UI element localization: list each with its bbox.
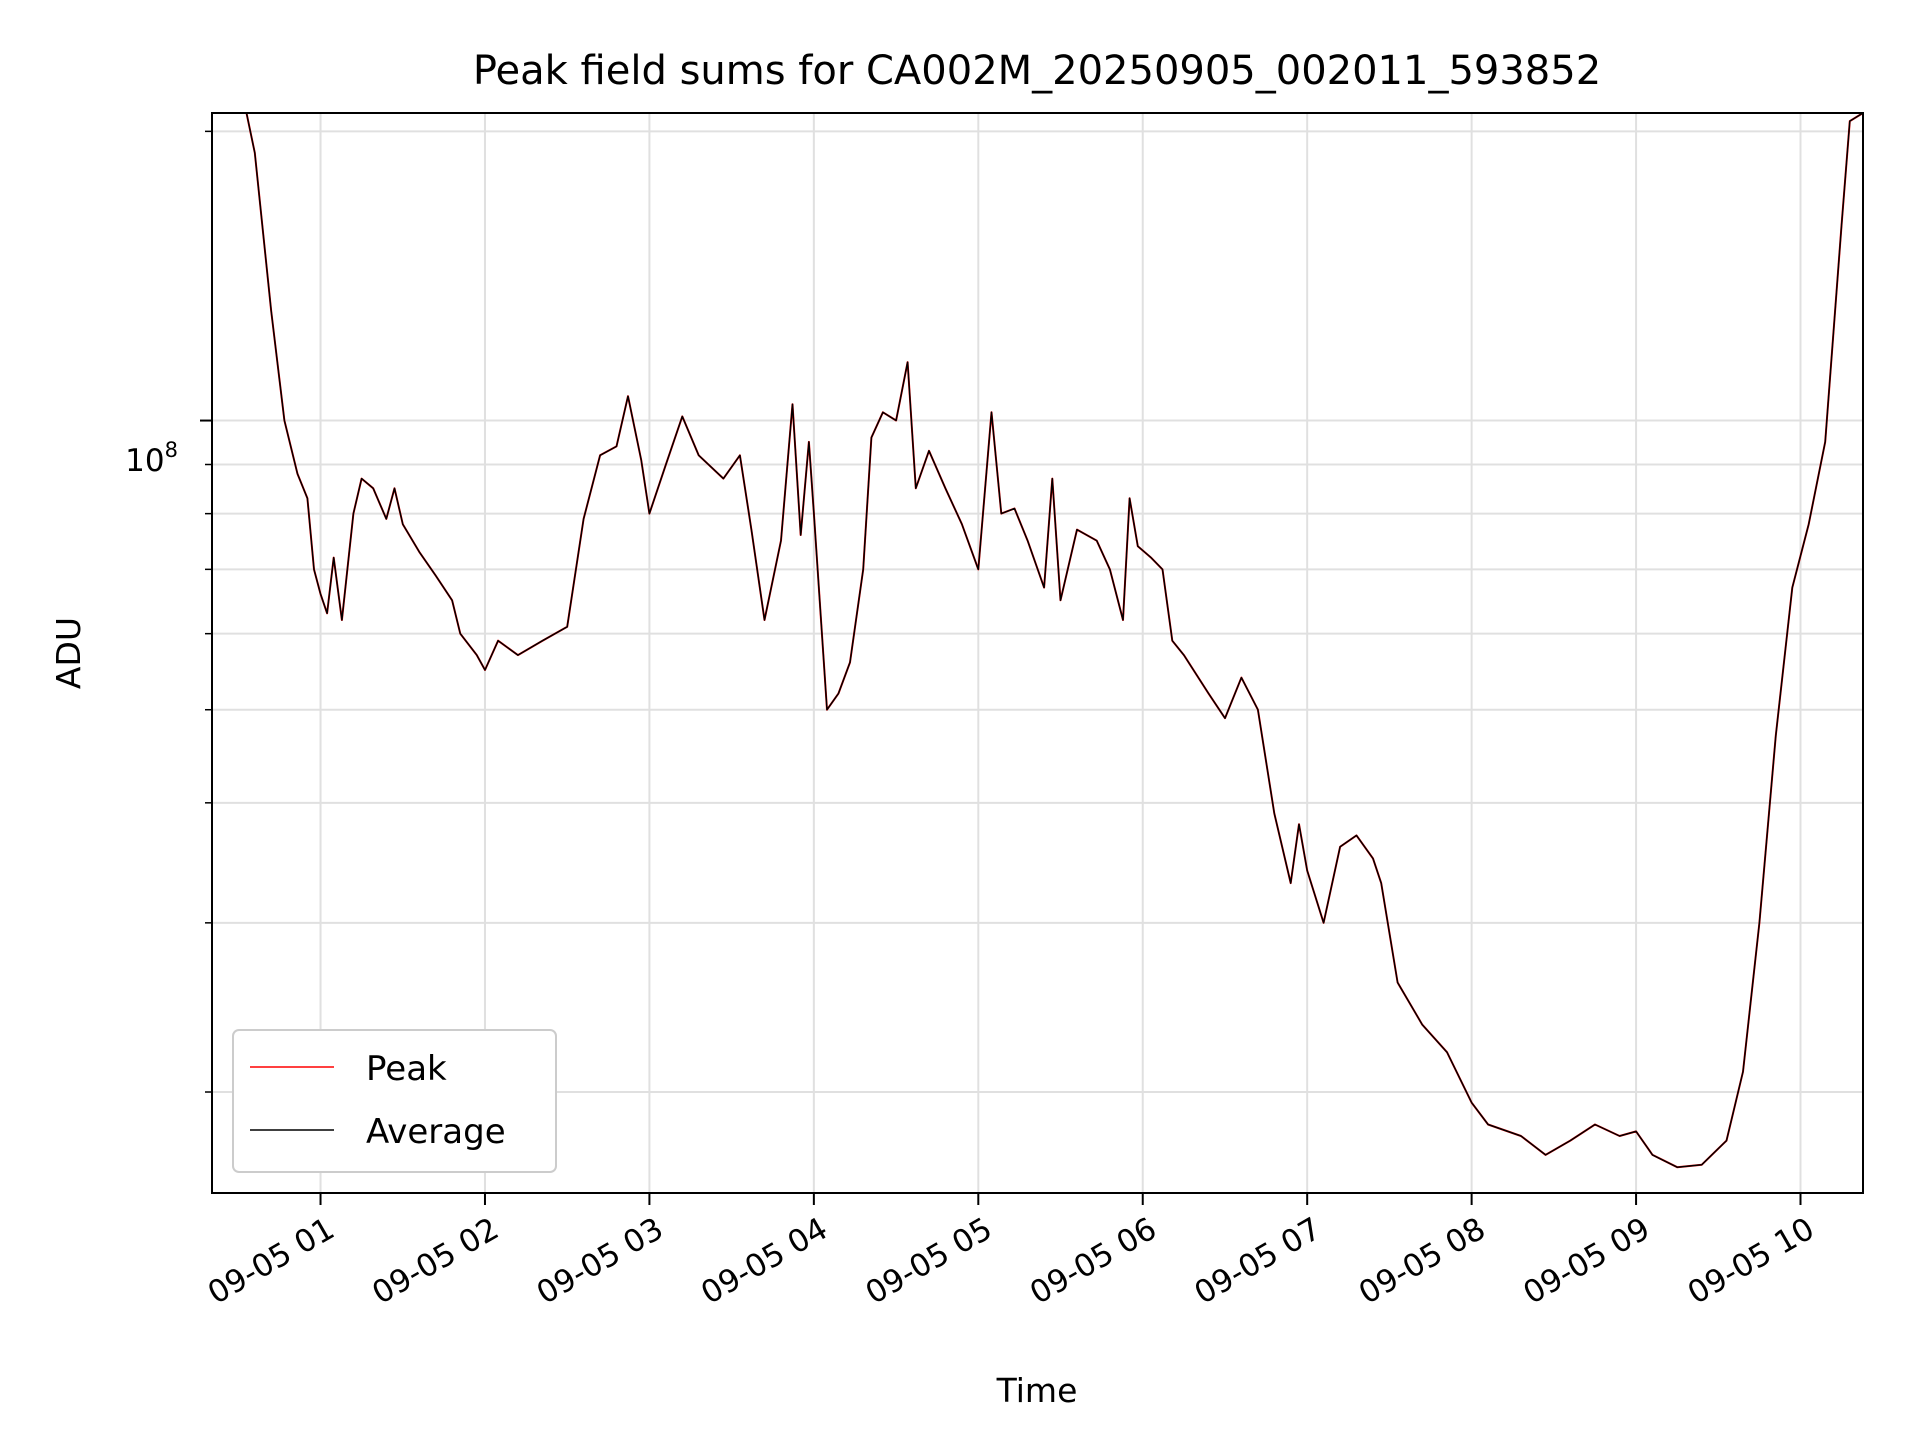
- legend-label-average: Average: [366, 1112, 506, 1152]
- x-axis-label: Time: [996, 1371, 1078, 1410]
- chart-title: Peak field sums for CA002M_20250905_0020…: [473, 48, 1601, 94]
- y-tick-label: 108: [125, 438, 178, 479]
- y-tick-exponent: 8: [165, 438, 178, 462]
- legend-box: [232, 1029, 557, 1173]
- y-axis-label: ADU: [49, 617, 88, 689]
- y-tick-base: 10: [125, 443, 164, 479]
- plot-area-frame: [211, 112, 1864, 1194]
- legend-label-peak: Peak: [366, 1049, 447, 1089]
- gridlines: [212, 113, 1863, 1193]
- tick-marks: [200, 130, 1802, 1205]
- legend: Peak Average: [232, 1029, 557, 1173]
- series-line-average: [212, 112, 1864, 1168]
- series-lines: [212, 112, 1864, 1169]
